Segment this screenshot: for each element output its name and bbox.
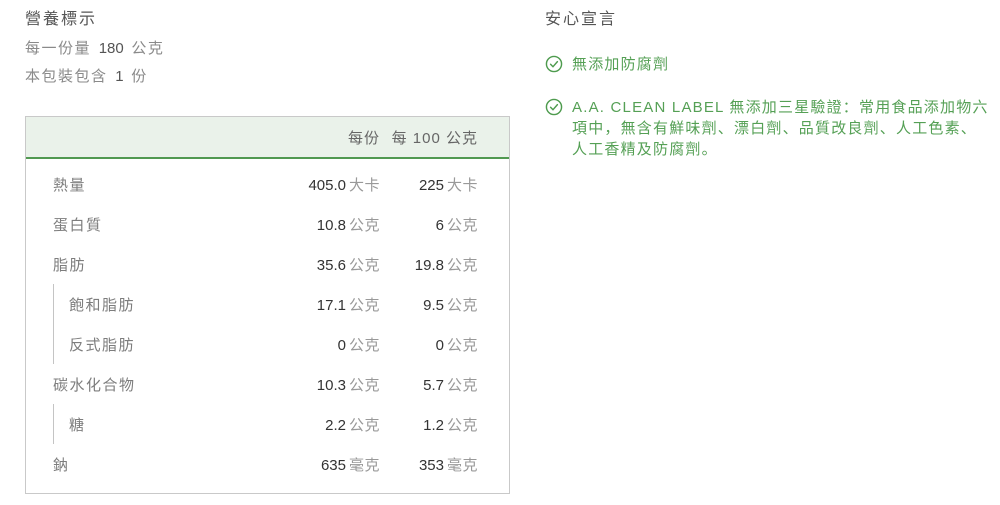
per-100g-cell: 19.8 公克 xyxy=(414,256,478,274)
per-100g-cell: 353 毫克 xyxy=(418,456,478,474)
per-100g-cell: 225 大卡 xyxy=(418,176,478,194)
product-info-page: 營養標示 每一份量 180 公克 本包裝包含 1 份 每份 每 100 公克 熱… xyxy=(25,8,990,494)
column-header-per-serving: 每份 xyxy=(347,129,380,147)
nutrition-table-body: 熱量 405.0 大卡 225 大卡 蛋白質 10.8 公克 6 公克 脂肪 35.6 公… xyxy=(26,159,509,484)
header-spacer xyxy=(26,117,278,157)
declaration-title: 安心宣言 xyxy=(545,11,618,28)
per-100g-cell: 0 公克 xyxy=(435,336,478,354)
declaration-item-clean-label: A.A. CLEAN LABEL 無添加三星驗證：常用食品添加物六項中，無含有鮮… xyxy=(545,97,990,160)
table-row-carbohydrate: 碳水化合物 10.3 公克 5.7 公克 xyxy=(26,364,509,404)
row-label: 糖 xyxy=(53,404,278,444)
table-row-sodium: 鈉 635 毫克 353 毫克 xyxy=(26,444,509,484)
row-label: 飽和脂肪 xyxy=(53,284,278,324)
serving-size-unit: 公克 xyxy=(131,40,165,57)
nutrition-section: 營養標示 每一份量 180 公克 本包裝包含 1 份 每份 每 100 公克 熱… xyxy=(25,8,510,494)
servings-unit: 份 xyxy=(131,68,148,85)
nutrition-title: 營養標示 xyxy=(25,11,98,28)
per-serving-cell: 10.3 公克 xyxy=(316,376,380,394)
table-row-calories: 熱量 405.0 大卡 225 大卡 xyxy=(26,164,509,204)
table-row-saturated-fat: 飽和脂肪 17.1 公克 9.5 公克 xyxy=(26,284,509,324)
per-100g-cell: 9.5 公克 xyxy=(423,296,478,314)
declaration-text: 無添加防腐劑 xyxy=(572,56,670,73)
per-100g-cell: 6 公克 xyxy=(435,216,478,234)
declaration-text: A.A. CLEAN LABEL 無添加三星驗證：常用食品添加物六項中，無含有鮮… xyxy=(572,99,989,158)
table-row-sugar: 糖 2.2 公克 1.2 公克 xyxy=(26,404,509,444)
column-header-per-100g: 每 100 公克 xyxy=(391,129,478,147)
table-row-trans-fat: 反式脂肪 0 公克 0 公克 xyxy=(26,324,509,364)
serving-size-prefix: 每一份量 xyxy=(25,40,92,57)
row-label: 鈉 xyxy=(53,456,70,474)
per-serving-cell: 17.1 公克 xyxy=(316,296,380,314)
nutrition-table: 每份 每 100 公克 熱量 405.0 大卡 225 大卡 蛋白質 10.8 公克 … xyxy=(25,116,510,494)
per-serving-cell: 35.6 公克 xyxy=(316,256,380,274)
row-label: 脂肪 xyxy=(53,256,87,274)
table-row-protein: 蛋白質 10.8 公克 6 公克 xyxy=(26,204,509,244)
table-row-fat: 脂肪 35.6 公克 19.8 公克 xyxy=(26,244,509,284)
per-serving-cell: 405.0 大卡 xyxy=(308,176,380,194)
declaration-section: 安心宣言 無添加防腐劑 A.A. CLEAN LABEL 無添加三星驗證：常用食… xyxy=(545,8,990,494)
circle-check-icon xyxy=(545,98,563,116)
servings-prefix: 本包裝包含 xyxy=(25,68,108,85)
serving-size-value: 180 xyxy=(98,40,124,57)
per-100g-cell: 1.2 公克 xyxy=(423,416,478,434)
row-label: 熱量 xyxy=(53,176,87,194)
nutrition-table-header: 每份 每 100 公克 xyxy=(26,117,509,159)
row-label: 反式脂肪 xyxy=(53,324,278,364)
per-100g-cell: 5.7 公克 xyxy=(423,376,478,394)
row-label: 蛋白質 xyxy=(53,216,103,234)
per-serving-cell: 2.2 公克 xyxy=(325,416,380,434)
row-label: 碳水化合物 xyxy=(53,376,136,394)
servings-per-package-line: 本包裝包含 1 份 xyxy=(25,68,510,86)
per-serving-cell: 635 毫克 xyxy=(320,456,380,474)
declaration-item-no-preservatives: 無添加防腐劑 xyxy=(545,54,990,75)
circle-check-icon xyxy=(545,55,563,73)
per-serving-cell: 0 公克 xyxy=(337,336,380,354)
per-serving-cell: 10.8 公克 xyxy=(316,216,380,234)
servings-value: 1 xyxy=(115,68,124,85)
serving-size-line: 每一份量 180 公克 xyxy=(25,40,510,58)
